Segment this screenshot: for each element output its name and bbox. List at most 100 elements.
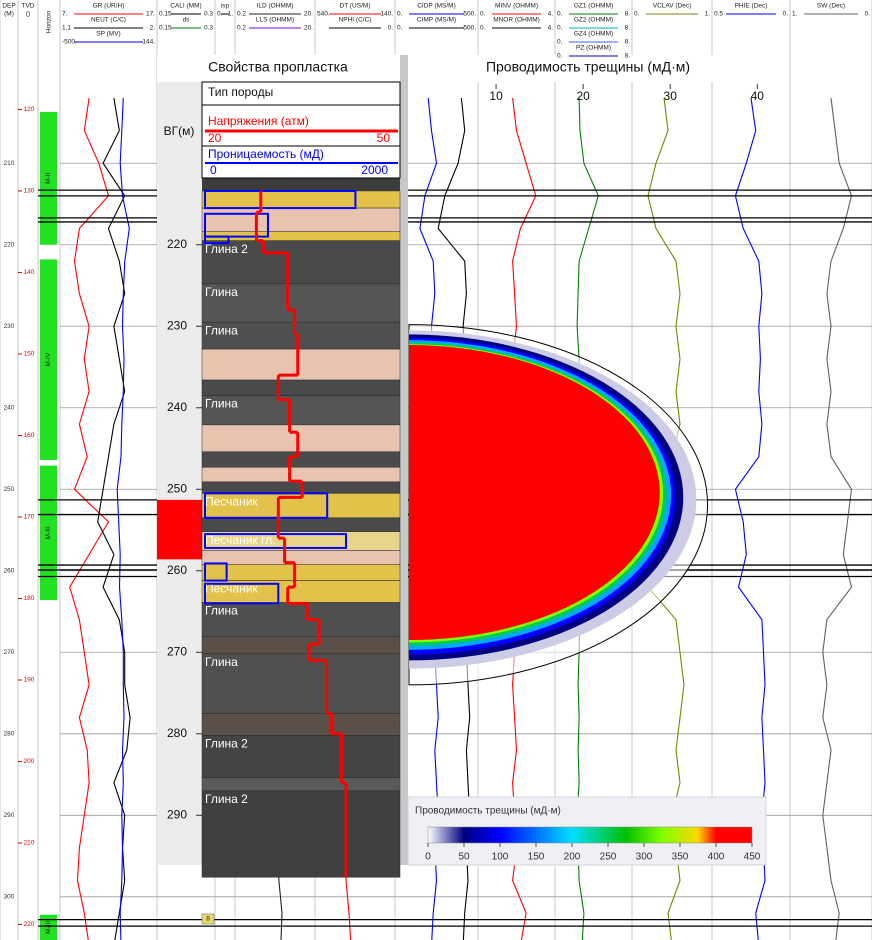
depth-tick-label: 230 — [4, 323, 15, 330]
permeability-box — [204, 582, 280, 605]
perforation — [157, 499, 202, 560]
curve-scale-right: 500. — [463, 11, 476, 18]
tvd-header: TVD — [22, 3, 35, 10]
curve-scale-left: 7. — [62, 11, 68, 18]
tvd-tick-label: 160 — [24, 432, 35, 439]
tvd-tick-label: 120 — [24, 106, 35, 113]
depth-tick-label: 270 — [4, 649, 15, 656]
tvd-tick-label: 200 — [24, 758, 35, 765]
curve-scale-right: 20. — [304, 25, 313, 32]
tag-box — [201, 913, 215, 925]
curve-scale-left: 0. — [557, 53, 563, 60]
rock-layer — [201, 713, 401, 736]
curve-scale-left: 0. — [480, 11, 486, 18]
rock-layer-label: Глина — [205, 285, 238, 299]
rock-layer — [201, 653, 401, 714]
depth-tick-label: 250 — [4, 486, 15, 493]
depth-tick-label: 220 — [167, 237, 187, 251]
curve-scale-left: 0.5 — [714, 11, 723, 18]
depth-tick-label: 230 — [167, 318, 187, 332]
curve-name: CIDP (MS/M) — [417, 3, 456, 10]
tvd-tick-label: 170 — [24, 514, 35, 521]
colorbar-tick-label: 100 — [492, 852, 509, 863]
horizon-header: Horizon — [46, 10, 53, 33]
rock-layer — [201, 348, 401, 381]
rock-layer-label: Глина — [205, 655, 238, 669]
curve-scale-left: 1. — [792, 11, 798, 18]
curve-name: NPHI (C/C) — [339, 17, 372, 24]
rock-layer — [201, 424, 401, 453]
rock-layer — [201, 395, 401, 426]
depth-tick-label: 250 — [167, 481, 187, 495]
depth-tick-label: 290 — [167, 807, 187, 821]
curve-scale-right: 1. — [705, 11, 711, 18]
curve-name: PZ (OHMM) — [576, 45, 611, 52]
curve-name: MNOR (OHMM) — [493, 17, 540, 24]
colorbar-tick-label: 200 — [564, 852, 581, 863]
curve-name: MINV (OHMM) — [495, 3, 538, 10]
curve-scale-right: 8. — [625, 11, 631, 18]
rock-layer — [201, 451, 401, 468]
curve-name: GZ2 (OHMM) — [574, 17, 613, 24]
rock-layer — [201, 636, 401, 655]
curve-name: GR (UR/H) — [93, 3, 125, 10]
horizon-label: М-III — [45, 526, 52, 539]
curve-scale-left: 0. — [397, 25, 403, 32]
depth-column — [157, 82, 202, 865]
rock-layer-label: Глина — [205, 397, 238, 411]
rock-layer — [201, 240, 401, 285]
depth-tick-label: 210 — [4, 160, 15, 167]
curve-scale-right: 0. — [783, 11, 789, 18]
x-tick-label: 20 — [576, 89, 590, 103]
dep-unit: (M) — [4, 11, 14, 18]
curve-scale-left: 0. — [557, 25, 563, 32]
x-tick-label: 40 — [751, 89, 765, 103]
permeability-box — [204, 492, 329, 519]
curve-scale-right: 0.3 — [204, 25, 213, 32]
colorbar — [427, 826, 753, 844]
depth-tick-label: 270 — [167, 644, 187, 658]
depth-tick-label: 260 — [4, 567, 15, 574]
curve-name: SP (MV) — [96, 31, 120, 38]
overlays: Свойства пропластка ВГ(м) 220 230 240 250 260 2… — [157, 55, 767, 878]
rock-layer — [201, 190, 401, 209]
colorbar-tick-label: 300 — [636, 852, 653, 863]
depth-tick-label: 280 — [4, 731, 15, 738]
curve-name: DT (US/M) — [340, 3, 371, 10]
curve-name: VCLAV (Dec) — [653, 3, 692, 10]
curve-name: GZ1 (OHMM) — [574, 3, 613, 10]
curve-scale-right: 8. — [625, 53, 631, 60]
log-curve — [822, 97, 853, 940]
curve-scale-right: 8. — [625, 25, 631, 32]
depth-tick-label: 240 — [4, 404, 15, 411]
curve-scale-left: 0. — [217, 11, 223, 18]
rock-layer-label: Песчаник гл. — [205, 533, 275, 547]
stress-lim-right: 50 — [377, 131, 391, 145]
rock-layer — [201, 321, 401, 350]
depth-axis-label: ВГ(м) — [164, 124, 195, 138]
curve-scale-right: 4. — [548, 25, 554, 32]
colorbar-title: Проводимость трещины (мД·м) — [415, 806, 561, 817]
tvd-tick-label: 150 — [24, 351, 35, 358]
curve-scale-right: 4. — [548, 11, 554, 18]
tvd-tick-label: 190 — [24, 677, 35, 684]
curve-scale-left: 540. — [317, 11, 330, 18]
permeability-box — [204, 189, 357, 210]
curve-name: PHIE (Dec) — [735, 3, 768, 10]
colorbar-tick-label: 150 — [528, 852, 545, 863]
curve-scale-right: 8. — [625, 39, 631, 46]
log-curve — [116, 97, 130, 940]
horizon-zone — [40, 914, 57, 940]
horizon-zone — [40, 259, 57, 460]
tvd-tick-label: 180 — [24, 595, 35, 602]
tvd-tick-label: 130 — [24, 188, 35, 195]
curve-scale-left: 0.2 — [237, 25, 246, 32]
conductivity-contour — [409, 345, 660, 641]
rock-header: Тип породы — [208, 85, 273, 99]
log-curve — [69, 97, 110, 940]
colorbar-tick-label: 400 — [708, 852, 725, 863]
rock-layer — [201, 602, 401, 638]
curve-name: ds — [183, 17, 191, 24]
depth-tick-label: 300 — [4, 894, 15, 901]
